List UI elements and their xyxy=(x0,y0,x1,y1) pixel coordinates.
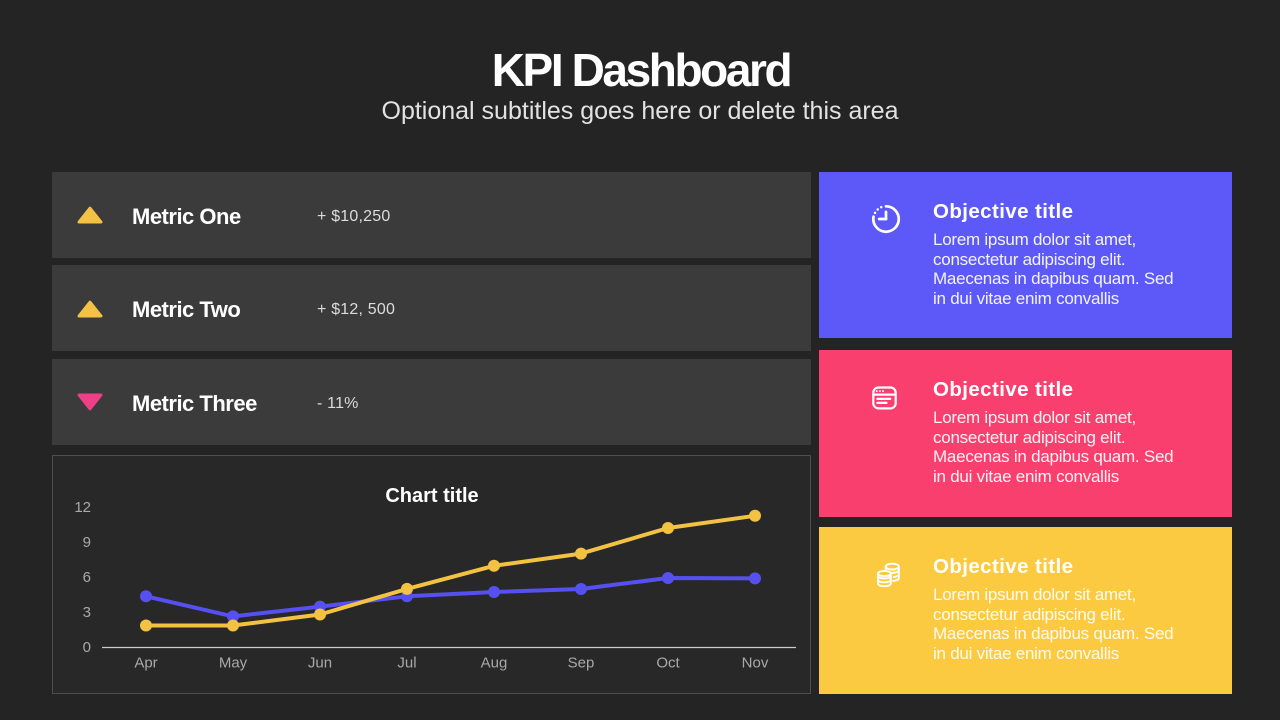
svg-text:9: 9 xyxy=(83,534,91,551)
svg-text:Jul: Jul xyxy=(397,655,416,672)
svg-text:Sep: Sep xyxy=(568,655,595,672)
svg-text:Apr: Apr xyxy=(134,655,157,672)
svg-text:Aug: Aug xyxy=(481,655,508,672)
svg-text:Oct: Oct xyxy=(656,655,680,672)
svg-text:6: 6 xyxy=(83,569,91,586)
svg-text:3: 3 xyxy=(83,604,91,621)
svg-text:Jun: Jun xyxy=(308,655,332,672)
svg-text:0: 0 xyxy=(83,639,91,656)
svg-text:Nov: Nov xyxy=(742,655,769,672)
svg-text:May: May xyxy=(219,655,248,672)
svg-text:12: 12 xyxy=(74,499,91,516)
svg-text:Chart title: Chart title xyxy=(385,485,478,507)
